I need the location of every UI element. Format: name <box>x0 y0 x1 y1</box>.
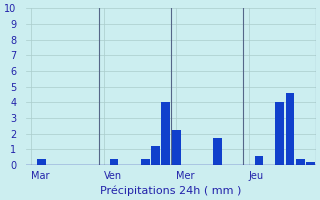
Bar <box>285 93 294 165</box>
Bar <box>37 159 46 165</box>
Bar <box>275 102 284 165</box>
Bar <box>110 159 118 165</box>
Bar <box>141 159 149 165</box>
Bar <box>151 146 160 165</box>
Bar <box>306 162 315 165</box>
Bar <box>172 130 180 165</box>
X-axis label: Précipitations 24h ( mm ): Précipitations 24h ( mm ) <box>100 185 242 196</box>
Bar <box>296 159 305 165</box>
Bar <box>213 138 222 165</box>
Bar <box>254 156 263 165</box>
Bar <box>161 102 170 165</box>
